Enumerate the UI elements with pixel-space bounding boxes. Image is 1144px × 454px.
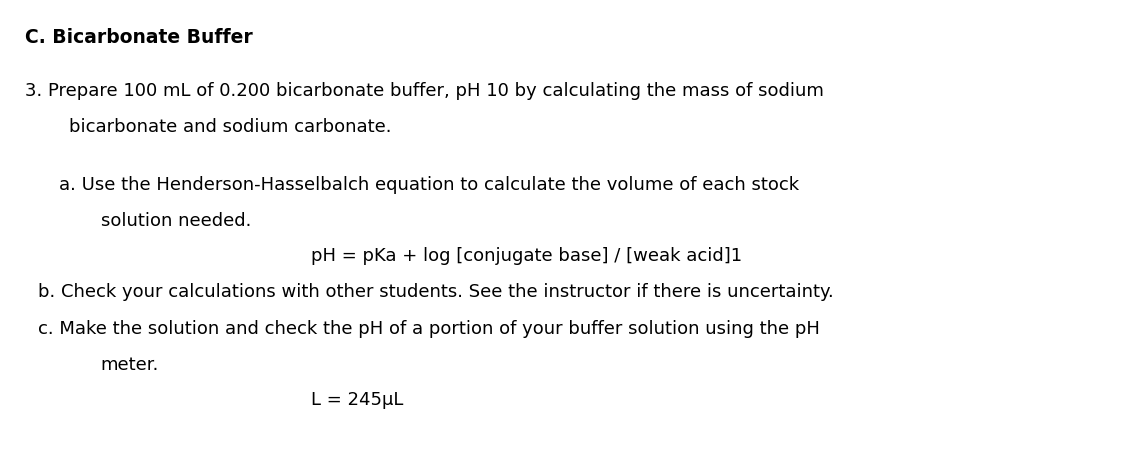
Text: a. Use the Henderson-Hasselbalch equation to calculate the volume of each stock: a. Use the Henderson-Hasselbalch equatio… bbox=[59, 176, 800, 194]
Text: meter.: meter. bbox=[101, 356, 159, 374]
Text: C. Bicarbonate Buffer: C. Bicarbonate Buffer bbox=[25, 28, 253, 47]
Text: L = 245μL: L = 245μL bbox=[311, 391, 404, 410]
Text: solution needed.: solution needed. bbox=[101, 212, 251, 230]
Text: pH = pKa + log [conjugate base] / [weak acid]1: pH = pKa + log [conjugate base] / [weak … bbox=[311, 247, 742, 265]
Text: 3. Prepare 100 mL of 0.200 bicarbonate buffer, pH 10 by calculating the mass of : 3. Prepare 100 mL of 0.200 bicarbonate b… bbox=[25, 82, 824, 100]
Text: bicarbonate and sodium carbonate.: bicarbonate and sodium carbonate. bbox=[69, 118, 391, 136]
Text: c. Make the solution and check the pH of a portion of your buffer solution using: c. Make the solution and check the pH of… bbox=[38, 320, 819, 338]
Text: b. Check your calculations with other students. See the instructor if there is u: b. Check your calculations with other st… bbox=[38, 283, 834, 301]
